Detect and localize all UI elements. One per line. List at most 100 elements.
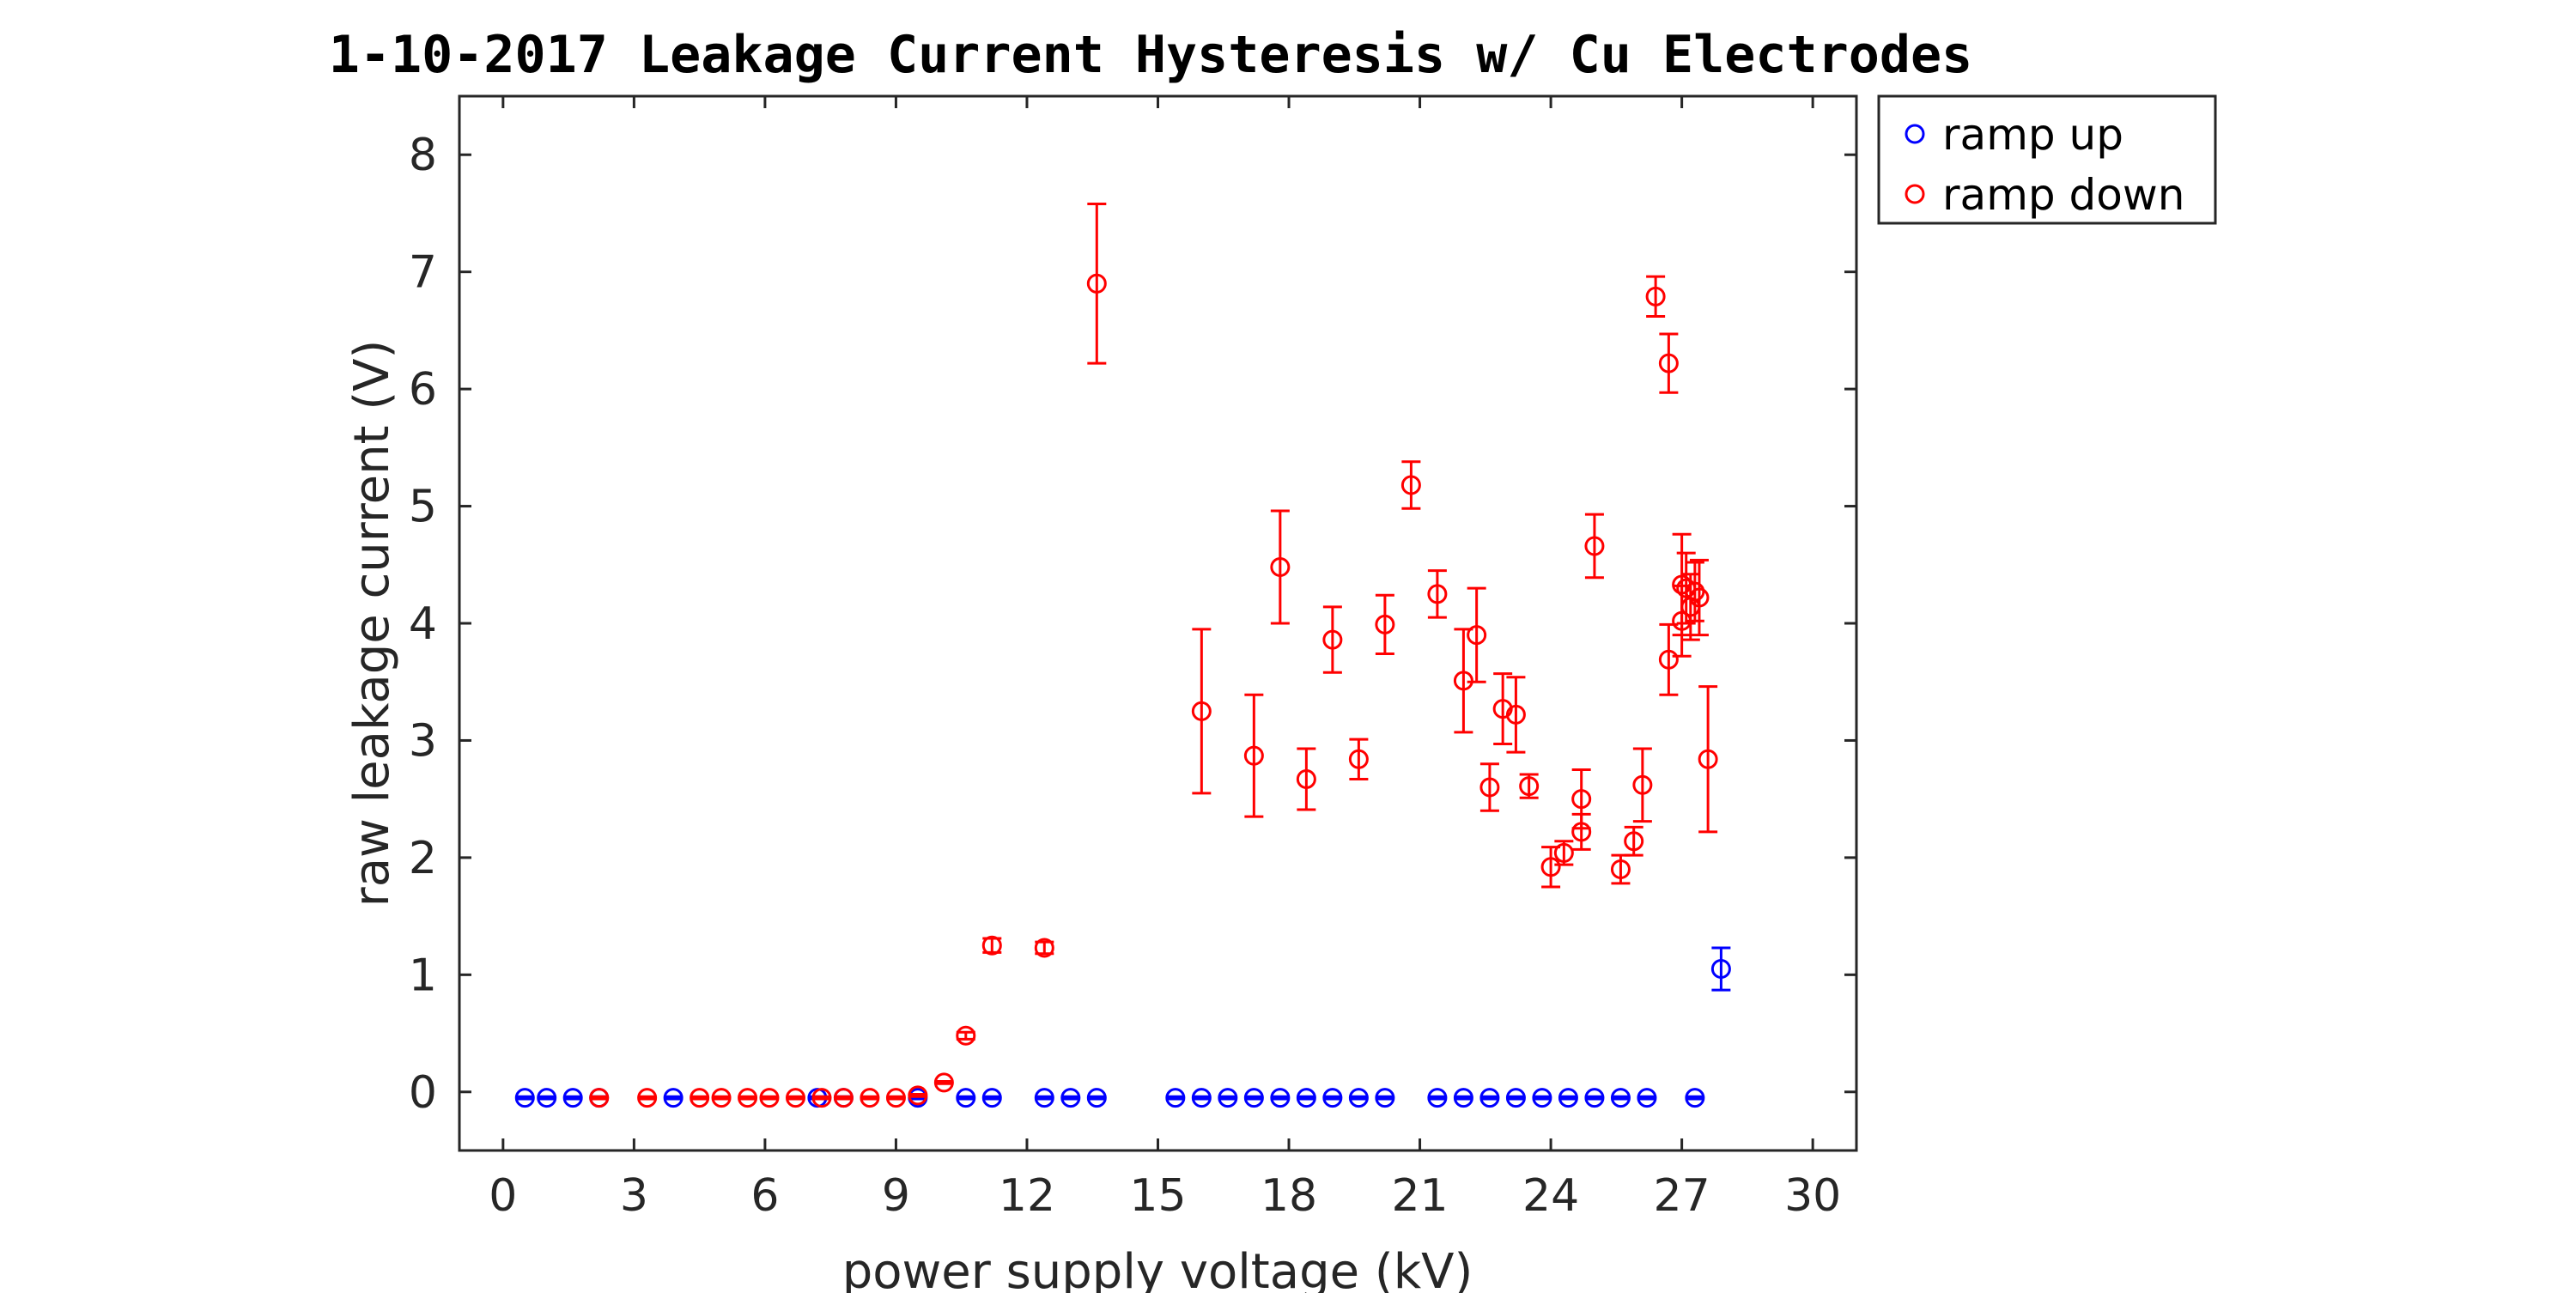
ramp-down-error-bar xyxy=(1375,593,1394,655)
ramp-up-error-bar xyxy=(1454,1095,1473,1101)
ramp-down-point xyxy=(1571,789,1592,810)
ramp-up-error-bar xyxy=(537,1095,556,1101)
ramp-up-error-bar xyxy=(1297,1095,1316,1101)
x-tick-label: 27 xyxy=(1654,1170,1710,1222)
ramp-down-point xyxy=(833,1088,854,1108)
ramp-up-error-bar xyxy=(1270,1095,1290,1101)
ramp-down-error-bar xyxy=(886,1095,906,1101)
ramp-down-error-bar xyxy=(1646,275,1666,319)
ramp-down-error-bar xyxy=(712,1095,732,1101)
x-tick-label: 24 xyxy=(1522,1170,1579,1222)
ramp-down-point xyxy=(1296,768,1316,789)
ramp-down-error-bar xyxy=(956,1030,975,1041)
ramp-up-point xyxy=(1191,1088,1212,1108)
ramp-down-error-bar xyxy=(738,1095,757,1101)
ramp-down-point xyxy=(1540,857,1561,877)
ramp-up-error-bar xyxy=(1087,1095,1107,1101)
ramp-up-point xyxy=(1296,1088,1316,1108)
x-tick-label: 12 xyxy=(999,1170,1055,1222)
ramp-up-error-bar xyxy=(1611,1095,1631,1101)
x-axis: 0 3 6 9 12 15 18 21 24 27 30 xyxy=(489,96,1841,1222)
ramp-down-error-bar xyxy=(1297,747,1316,811)
y-tick-label: 1 xyxy=(409,950,437,1001)
ramp-down-series xyxy=(589,203,1718,1108)
ramp-down-point xyxy=(1624,831,1644,852)
ramp-up-error-bar xyxy=(1532,1095,1552,1101)
ramp-down-point xyxy=(1610,859,1631,880)
ramp-up-error-bar xyxy=(1165,1095,1185,1101)
x-tick-label: 9 xyxy=(882,1170,910,1222)
ramp-down-error-bar xyxy=(1467,586,1486,683)
ramp-down-error-bar xyxy=(812,1095,832,1101)
ramp-up-error-bar xyxy=(1584,1095,1604,1101)
ramp-down-error-bar xyxy=(589,1095,609,1101)
ramp-down-point xyxy=(1322,629,1343,650)
ramp-down-point xyxy=(1685,581,1705,602)
ramp-down-error-bar xyxy=(1322,605,1342,674)
y-tick-label: 8 xyxy=(409,130,437,181)
ramp-down-error-bar xyxy=(1427,569,1447,619)
ramp-up-error-bar xyxy=(664,1095,683,1101)
ramp-up-point xyxy=(1479,1088,1500,1108)
ramp-down-point xyxy=(1689,587,1710,608)
ramp-up-point xyxy=(663,1088,683,1108)
ramp-up-error-bar xyxy=(1322,1095,1342,1101)
y-axis: 0 1 2 3 4 5 6 7 8 xyxy=(409,130,1856,1119)
ramp-up-error-bar xyxy=(1479,1095,1499,1101)
ramp-down-point xyxy=(860,1088,880,1108)
ramp-down-error-bar xyxy=(1349,738,1369,780)
ramp-down-point xyxy=(1645,286,1666,307)
ramp-down-point xyxy=(1632,774,1653,795)
ramp-down-error-bar xyxy=(637,1095,657,1101)
legend-marker-ramp-up xyxy=(1905,124,1925,144)
ramp-up-error-bar xyxy=(1218,1095,1237,1101)
legend-label-ramp-down: ramp down xyxy=(1942,170,2184,220)
ramp-down-error-bar xyxy=(690,1095,709,1101)
ramp-down-point xyxy=(785,1088,805,1108)
x-tick-label: 21 xyxy=(1391,1170,1448,1222)
ramp-down-error-bar xyxy=(1087,203,1107,365)
ramp-down-point xyxy=(738,1088,758,1108)
ramp-down-point xyxy=(637,1088,658,1108)
chart-title: 1-10-2017 Leakage Current Hysteresis w/ … xyxy=(329,25,1973,85)
ramp-up-point xyxy=(1610,1088,1631,1108)
ramp-down-point xyxy=(1427,584,1448,604)
ramp-down-point xyxy=(811,1088,832,1108)
ramp-up-point xyxy=(1270,1088,1291,1108)
ramp-up-point xyxy=(1165,1088,1186,1108)
ramp-up-point xyxy=(1505,1088,1526,1108)
ramp-up-error-bar xyxy=(1192,1095,1212,1101)
ramp-down-point xyxy=(1270,557,1291,578)
ramp-up-point xyxy=(1637,1088,1657,1108)
x-tick-label: 3 xyxy=(620,1170,648,1222)
ramp-down-point xyxy=(1698,749,1718,769)
ramp-down-error-bar xyxy=(1541,846,1561,889)
ramp-down-point xyxy=(711,1088,732,1108)
ramp-down-point xyxy=(933,1072,954,1093)
legend-box xyxy=(1877,94,2217,225)
ramp-up-point xyxy=(1034,1088,1054,1108)
ramp-down-error-bar xyxy=(1584,513,1604,580)
ramp-down-error-bar xyxy=(1192,628,1212,795)
ramp-up-point xyxy=(1427,1088,1448,1108)
ramp-down-point xyxy=(1034,938,1054,958)
ramp-up-error-bar xyxy=(1558,1095,1578,1101)
ramp-down-error-bar xyxy=(1506,676,1526,754)
ramp-up-error-bar xyxy=(515,1095,535,1101)
ramp-up-error-bar xyxy=(1060,1095,1080,1101)
ramp-up-point xyxy=(562,1088,583,1108)
ramp-up-point xyxy=(537,1088,557,1108)
ramp-down-point xyxy=(690,1088,710,1108)
ramp-down-error-bar xyxy=(1479,762,1499,812)
x-axis-label: power supply voltage (kV) xyxy=(842,1244,1473,1293)
ramp-up-error-bar xyxy=(1506,1095,1526,1101)
ramp-down-point xyxy=(759,1088,780,1108)
ramp-up-error-bar xyxy=(1349,1095,1369,1101)
ramp-down-error-bar xyxy=(1571,768,1591,830)
ramp-up-point xyxy=(1086,1088,1107,1108)
ramp-up-point xyxy=(1348,1088,1369,1108)
ramp-down-error-bar xyxy=(786,1095,805,1101)
y-tick-label: 4 xyxy=(409,598,437,650)
ramp-up-error-bar xyxy=(1685,1095,1704,1101)
